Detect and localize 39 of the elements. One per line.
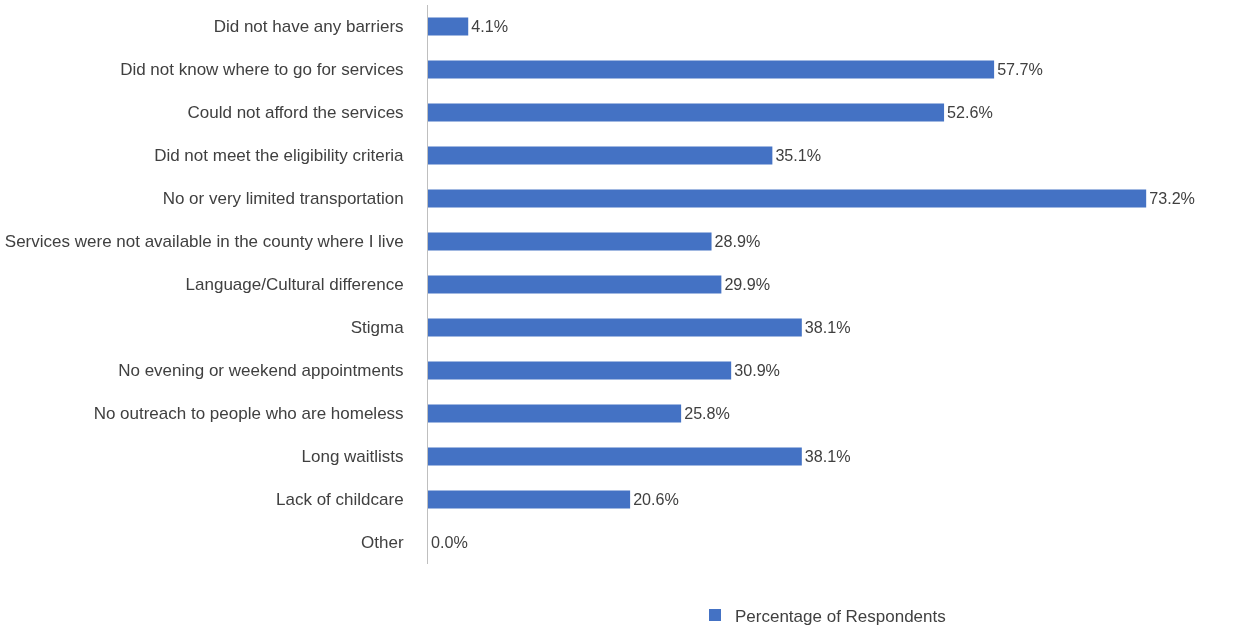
data-label: 38.1% (804, 317, 851, 336)
bar (428, 318, 802, 337)
y-tick-label: Language/Cultural difference (185, 275, 404, 295)
data-label: 20.6% (633, 489, 679, 508)
data-label: 29.9% (724, 274, 771, 293)
y-tick-label: Could not afford the services (187, 103, 404, 123)
y-tick-label: Did not have any barriers (213, 17, 404, 37)
data-label: 4.1% (471, 16, 509, 35)
bar (428, 232, 712, 251)
y-tick-label: Did not meet the eligibility criteria (154, 146, 405, 166)
bar (428, 103, 945, 122)
legend-label: Percentage of Respondents (735, 606, 946, 626)
y-tick-label: No outreach to people who are homeless (93, 404, 404, 424)
y-tick-label: No evening or weekend appointments (118, 361, 404, 381)
bar (428, 146, 773, 165)
data-label: 0.0% (431, 532, 468, 551)
bar (428, 490, 631, 509)
y-tick-label: Services were not available in the county where I live (4, 232, 404, 252)
bar (428, 60, 995, 79)
data-label: 38.1% (804, 446, 851, 465)
bar (428, 404, 682, 423)
bar (428, 17, 469, 36)
data-label: 57.7% (997, 59, 1043, 78)
y-tick-label: Lack of childcare (276, 490, 404, 510)
bar (428, 361, 732, 380)
data-label: 30.9% (734, 360, 780, 379)
data-label: 28.9% (714, 231, 761, 250)
y-tick-label: Other (361, 533, 404, 553)
data-label: 52.6% (947, 102, 993, 121)
data-label: 25.8% (684, 403, 730, 422)
y-tick-label: Long waitlists (301, 447, 404, 467)
y-tick-label: Did not know where to go for services (120, 60, 404, 80)
data-label: 73.2% (1149, 188, 1195, 207)
bar (428, 275, 722, 294)
data-label: 35.1% (775, 145, 822, 164)
bar (428, 189, 1147, 208)
y-tick-label: No or very limited transportation (162, 189, 404, 209)
bar (428, 447, 802, 466)
y-tick-label: Stigma (350, 318, 405, 338)
